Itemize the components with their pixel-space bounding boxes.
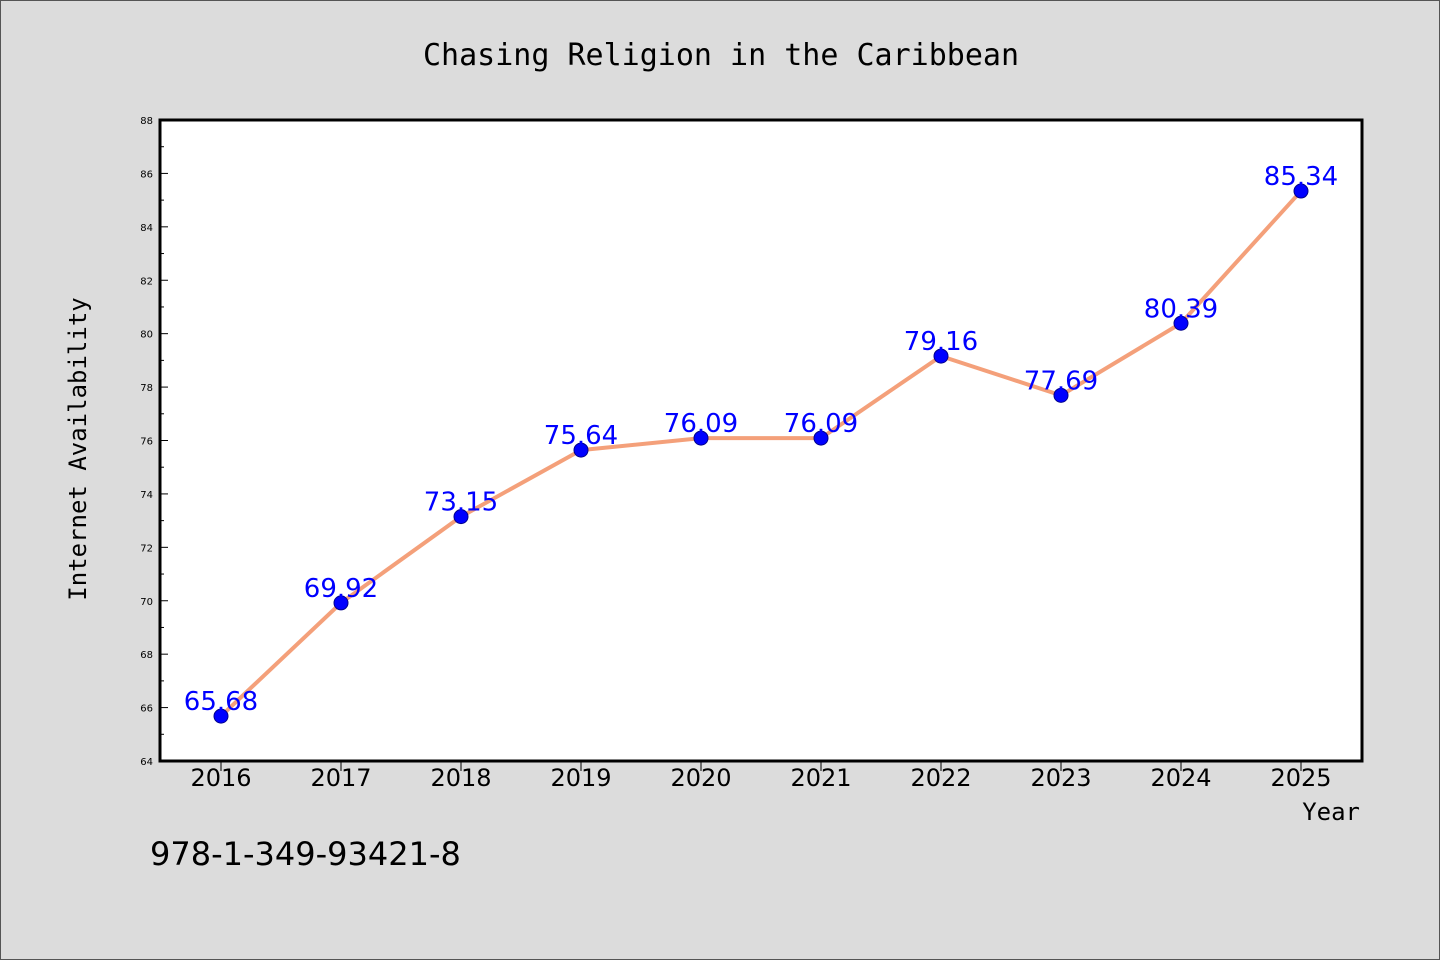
- y-tick-label: 78: [140, 383, 153, 394]
- y-tick-label: 88: [140, 116, 153, 127]
- data-point: [213, 708, 229, 724]
- y-tick-label: 72: [140, 543, 153, 554]
- plot-area: [158, 118, 1364, 763]
- x-tick-label: 2025: [1270, 764, 1331, 792]
- y-tick-label: 76: [140, 437, 153, 448]
- data-label: 79.16: [904, 327, 978, 357]
- data-label: 65.68: [184, 687, 258, 717]
- y-tick-label: 74: [140, 490, 153, 501]
- data-label: 85.34: [1264, 162, 1338, 192]
- x-tick-label: 2019: [550, 764, 611, 792]
- data-point: [1293, 183, 1309, 199]
- series-points-group: [213, 183, 1309, 724]
- data-labels-group: 65.68 69.92 73.15 75.64 76.09 76.09 79.16 77.69…: [184, 162, 1338, 717]
- chart-title: Chasing Religion in the Caribbean: [423, 38, 1019, 73]
- y-tick-label: 84: [140, 223, 153, 234]
- y-tick-label: 66: [140, 704, 153, 715]
- x-tick-label: 2023: [1030, 764, 1091, 792]
- data-point: [573, 442, 589, 458]
- series-line-group: [219, 189, 1303, 718]
- x-tick-label: 2022: [910, 764, 971, 792]
- x-tick-label: 2024: [1150, 764, 1211, 792]
- data-label: 77.69: [1024, 366, 1098, 396]
- x-axis-ticks: 2016 2017 2018 2019 2020 2021 2022 2023 2024 2025: [190, 761, 1332, 792]
- y-axis-ticks: 64 66 68 70 72 74 76 78 80 82 84 86 88: [140, 116, 168, 768]
- data-point: [453, 509, 469, 525]
- data-label: 80.39: [1144, 294, 1218, 324]
- x-tick-label: 2021: [790, 764, 851, 792]
- x-tick-label: 2020: [670, 764, 731, 792]
- x-tick-label: 2017: [310, 764, 371, 792]
- data-point: [813, 430, 829, 446]
- data-label: 76.09: [784, 409, 858, 439]
- x-tick-label: 2018: [430, 764, 491, 792]
- series-line: [219, 189, 1303, 718]
- data-label: 73.15: [424, 488, 498, 518]
- x-axis-label: Year: [1302, 798, 1360, 826]
- y-tick-label: 86: [140, 169, 153, 180]
- x-tick-label: 2016: [190, 764, 251, 792]
- data-label: 69.92: [304, 574, 378, 604]
- data-point: [1173, 315, 1189, 331]
- isbn-annotation: 978-1-349-93421-8: [150, 835, 461, 873]
- data-point: [333, 595, 349, 611]
- data-point: [1053, 387, 1069, 403]
- y-tick-label: 70: [140, 597, 153, 608]
- data-label: 76.09: [664, 409, 738, 439]
- y-tick-label: 68: [140, 650, 153, 661]
- y-tick-label: 64: [140, 757, 153, 768]
- y-tick-label: 80: [140, 330, 153, 341]
- data-point: [933, 348, 949, 364]
- y-tick-label: 82: [140, 276, 153, 287]
- data-point: [693, 430, 709, 446]
- data-label: 75.64: [544, 421, 618, 451]
- y-axis-label: Internet Availability: [64, 297, 92, 600]
